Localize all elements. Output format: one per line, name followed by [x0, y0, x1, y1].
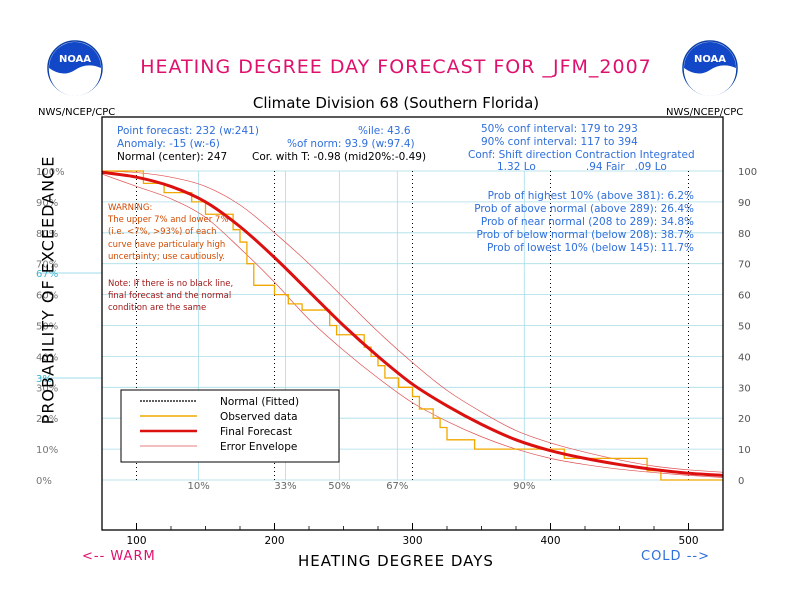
- axis-ticks: 0 0% 10 10% 20 20% 30 30% 40 40% 50 50% 60 60% 70 70% 80…: [36, 167, 757, 547]
- note-line: final forecast and the normal: [108, 291, 232, 302]
- note-line: condition are the same: [108, 303, 207, 314]
- y-axis-label: PROBABILITY OF EXCEEDANCE: [38, 155, 58, 425]
- y-tick-right: 30: [738, 383, 751, 394]
- conf-90: 90% conf interval: 117 to 394: [481, 136, 638, 148]
- y-tick-left: 10%: [36, 445, 58, 456]
- special-y-label: 3%: [36, 374, 52, 385]
- x-tick-label: 400: [540, 535, 560, 547]
- y-tick-left: 20%: [36, 414, 58, 425]
- prob-below-normal: Prob of below normal (below 208): 38.7%: [476, 229, 695, 241]
- percentile-label: 10%: [187, 481, 209, 492]
- logo-text: NOAA: [59, 54, 91, 65]
- x-tick-label: 300: [402, 535, 422, 547]
- y-tick-right: 80: [738, 229, 751, 240]
- y-tick-right: 40: [738, 352, 751, 363]
- conf-header: Conf: Shift direction Contraction Integr…: [468, 149, 695, 161]
- y-tick-left: 0%: [36, 476, 52, 487]
- legend: Normal (Fitted) Observed data Final Foreca…: [120, 389, 340, 463]
- y-tick-left: 60%: [36, 291, 58, 302]
- legend-label: Normal (Fitted): [220, 396, 299, 408]
- y-tick-right: 0: [738, 476, 744, 487]
- note-line: Note: If there is no black line,: [108, 279, 234, 289]
- y-tick-left: 50%: [36, 322, 58, 333]
- noaa-logo-right: NOAA: [682, 40, 738, 96]
- normal-center: Normal (center): 247: [117, 151, 228, 163]
- conf-50: 50% conf interval: 179 to 293: [481, 123, 638, 135]
- y-tick-right: 60: [738, 291, 751, 302]
- warning-line: (i.e. <7%, >93%) of each: [108, 227, 217, 238]
- series-group: [101, 170, 724, 481]
- point-forecast: Point forecast: 232 (w:241): [117, 125, 259, 137]
- y-tick-left: 30%: [36, 383, 58, 394]
- warm-label: <-- WARM: [82, 549, 156, 564]
- warning-line: WARNING:: [108, 203, 153, 213]
- warning-line: curve have particulary high: [108, 239, 226, 250]
- logo-text: NOAA: [694, 54, 726, 65]
- noaa-logo-left: NOAA: [47, 40, 103, 96]
- legend-label: Observed data: [220, 411, 298, 423]
- x-axis-label: HEATING DEGREE DAYS: [298, 552, 494, 570]
- y-tick-right: 20: [738, 414, 751, 425]
- y-tick-left: 90%: [36, 198, 58, 209]
- prob-near-normal: Prob of near normal (208 to 289): 34.8%: [480, 216, 694, 228]
- y-tick-left: 80%: [36, 229, 58, 240]
- legend-label: Final Forecast: [220, 426, 292, 438]
- y-tick-right: 90: [738, 198, 751, 209]
- percentile-label: 67%: [386, 481, 408, 492]
- y-tick-right: 10: [738, 445, 751, 456]
- agency-left: NWS/NCEP/CPC: [38, 107, 116, 118]
- warning-line: The upper 7% and lower 7%: [108, 215, 229, 226]
- conf-values: 1.32 Lo .94 Fair .09 Lo: [497, 161, 667, 173]
- percentile: %ile: 43.6: [358, 125, 411, 137]
- prob-highest-10: Prob of highest 10% (above 381): 6.2%: [487, 190, 694, 202]
- legend-label: Error Envelope: [220, 441, 297, 453]
- x-tick-label: 100: [126, 535, 146, 547]
- correlation: Cor. with T: -0.98 (mid20%:-0.49): [252, 151, 427, 163]
- pct-of-normal: %of norm: 93.9 (w:97.4): [287, 138, 415, 150]
- y-tick-right: 70: [738, 260, 751, 271]
- final-forecast-line: [101, 170, 724, 477]
- special-y-label: 67%: [36, 269, 58, 280]
- prob-lowest-10: Prob of lowest 10% (below 145): 11.7%: [487, 242, 694, 254]
- y-tick-right: 100: [738, 167, 757, 178]
- y-tick-left: 100%: [36, 167, 65, 178]
- observed-data-step: [102, 170, 723, 481]
- warning-box: WARNING: The upper 7% and lower 7% (i.e.…: [108, 202, 228, 263]
- x-tick-label: 500: [678, 535, 698, 547]
- y-tick-right: 50: [738, 322, 751, 333]
- percentile-label: 33%: [274, 481, 296, 492]
- y-tick-left: 40%: [36, 352, 58, 363]
- percentile-label: 90%: [513, 481, 535, 492]
- chart-subtitle: Climate Division 68 (Southern Florida): [252, 94, 540, 112]
- error-envelope-lower: [101, 173, 724, 478]
- anomaly: Anomaly: -15 (w:-6): [117, 138, 220, 150]
- warning-line: uncertainty; use cautiously.: [108, 251, 225, 262]
- percentile-label: 50%: [328, 481, 350, 492]
- error-envelope-upper: [101, 170, 724, 473]
- cold-label: COLD -->: [641, 549, 710, 564]
- x-tick-label: 200: [264, 535, 284, 547]
- y-tick-left: 70%: [36, 260, 58, 271]
- legend-box: [120, 389, 340, 463]
- prob-above-normal: Prob of above normal (above 289): 26.4%: [474, 203, 694, 215]
- chart-title: HEATING DEGREE DAY FORECAST FOR _JFM_200…: [140, 56, 652, 78]
- note-box: Note: If there is no black line, final f…: [108, 278, 233, 315]
- agency-right: NWS/NCEP/CPC: [666, 107, 744, 118]
